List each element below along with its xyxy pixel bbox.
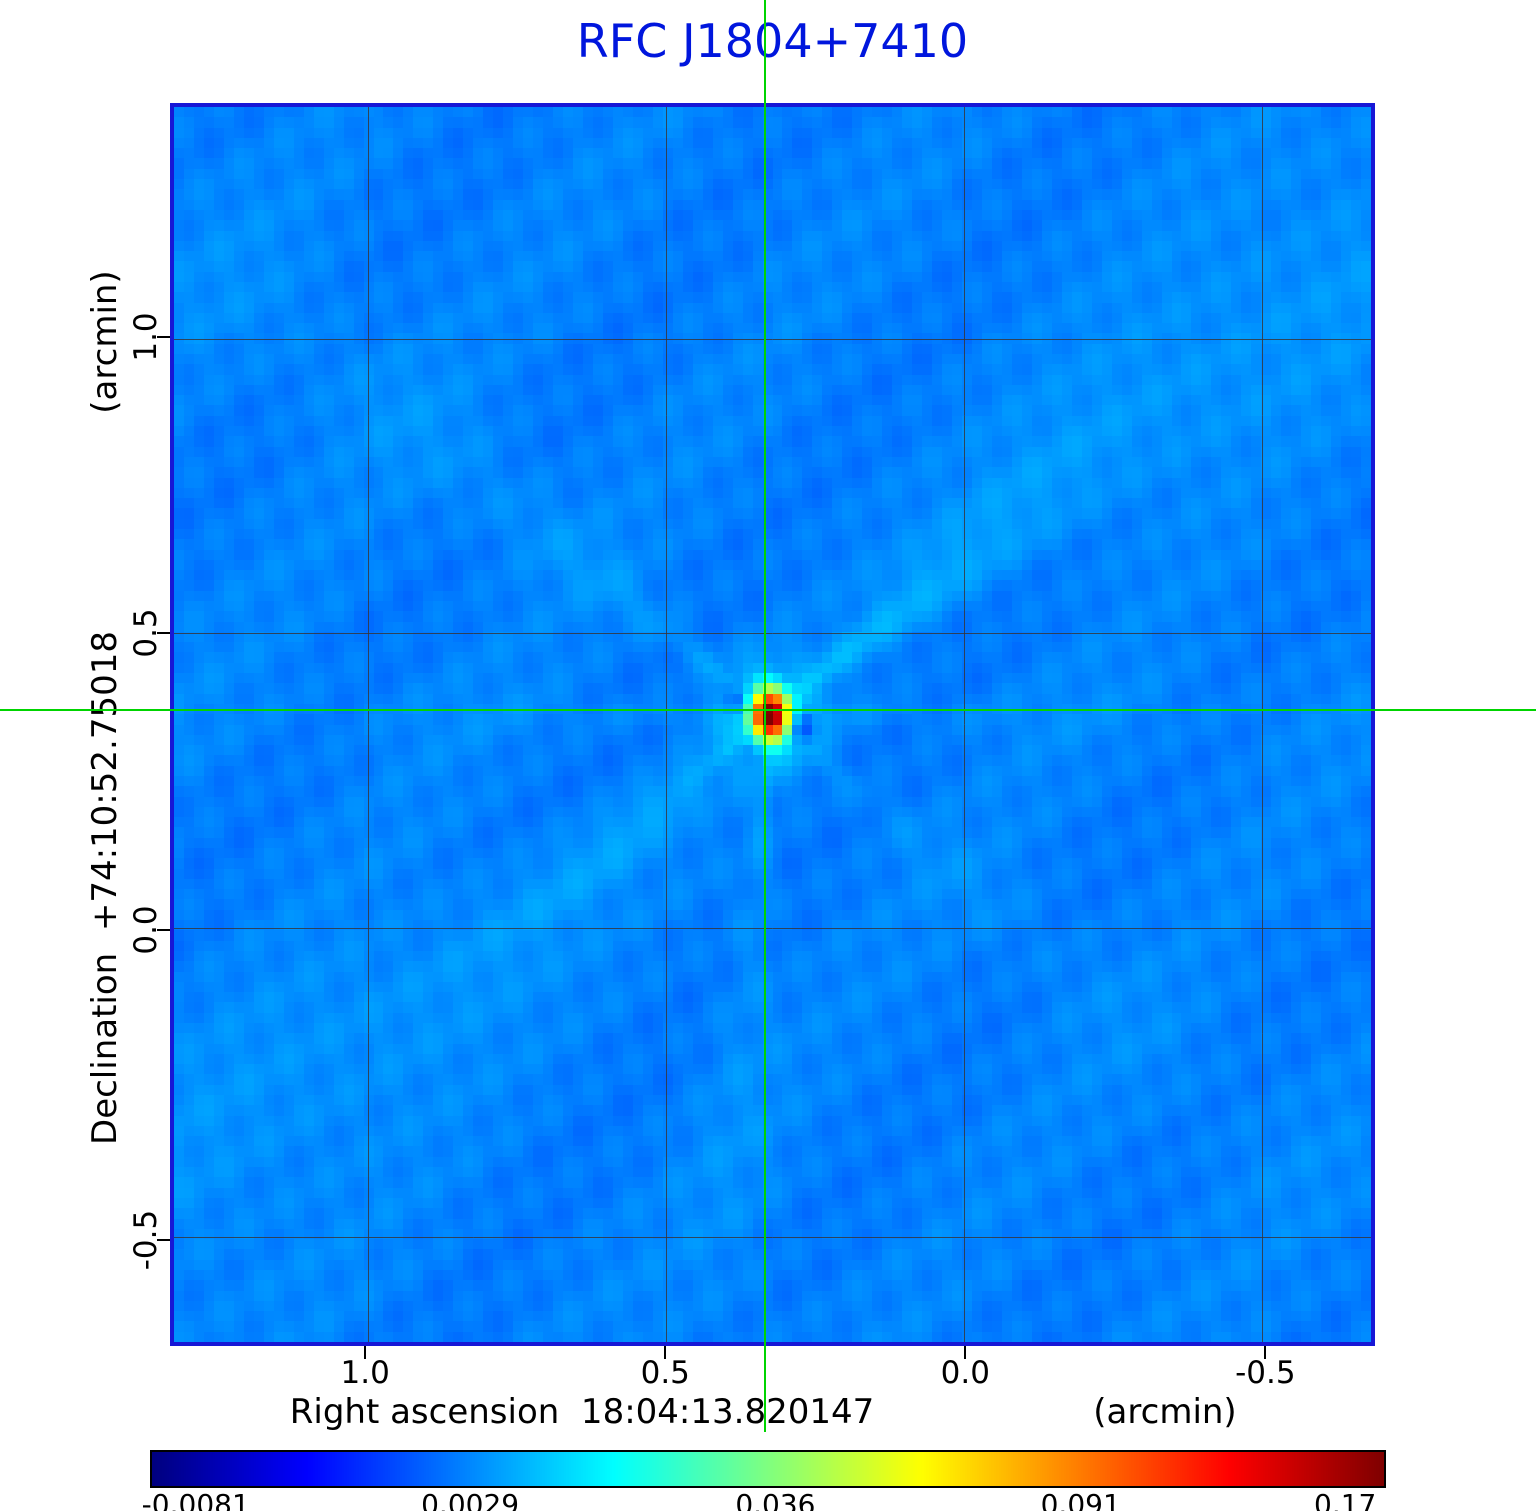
x-tick-mark bbox=[964, 1346, 967, 1359]
x-axis-title: Right ascension 18:04:13.820147 bbox=[289, 1392, 875, 1432]
sky-map bbox=[170, 103, 1375, 1346]
colorbar-tick-label: 0.17 bbox=[1314, 1488, 1377, 1511]
y-tick-mark bbox=[157, 1239, 170, 1242]
colorbar bbox=[150, 1450, 1386, 1488]
colorbar-tick-label: 0.0029 bbox=[421, 1488, 520, 1511]
colorbar-tick-label: 0.036 bbox=[735, 1488, 816, 1511]
y-tick-mark bbox=[157, 928, 170, 931]
y-tick-mark bbox=[157, 335, 170, 338]
x-tick-mark bbox=[364, 1346, 367, 1359]
x-tick-label: 1.0 bbox=[340, 1355, 390, 1391]
colorbar-tick-label: -0.0081 bbox=[141, 1488, 250, 1511]
page-title: RFC J1804+7410 bbox=[576, 14, 969, 68]
colorbar-tick-label: 0.091 bbox=[1040, 1488, 1121, 1511]
crosshair-vertical bbox=[764, 0, 766, 1432]
x-tick-label: 0.0 bbox=[940, 1355, 990, 1391]
crosshair-horizontal bbox=[0, 709, 1536, 711]
y-tick-mark bbox=[157, 631, 170, 634]
x-tick-label: 0.5 bbox=[640, 1355, 690, 1391]
colorbar-canvas bbox=[152, 1452, 1384, 1486]
x-tick-label: -0.5 bbox=[1235, 1355, 1296, 1391]
x-axis-unit-label: (arcmin) bbox=[1093, 1392, 1237, 1432]
heatmap-canvas bbox=[174, 107, 1371, 1342]
x-tick-mark bbox=[1264, 1346, 1267, 1359]
y-axis-unit-label: (arcmin) bbox=[85, 270, 125, 414]
x-tick-mark bbox=[664, 1346, 667, 1359]
